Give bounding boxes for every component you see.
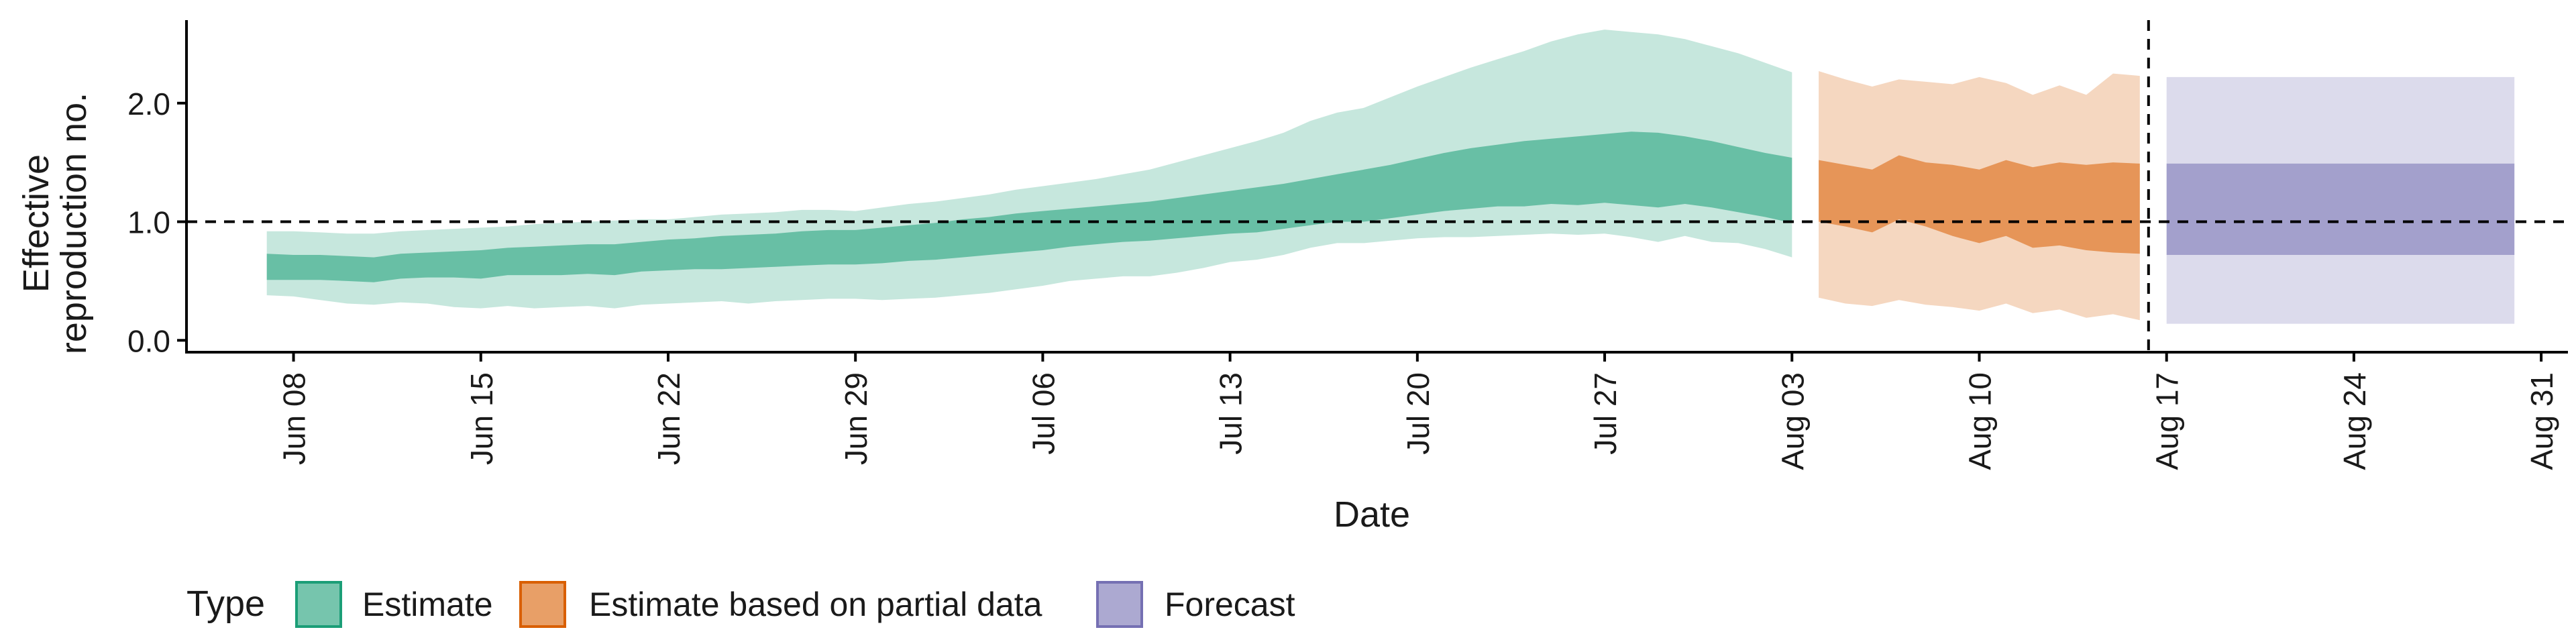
legend-label-forecast: Forecast bbox=[1165, 586, 1295, 623]
x-tick-label: Jul 27 bbox=[1588, 372, 1623, 455]
axis-ticks: 0.0 1.0 2.0 Jun 08 Jun 15 Jun 22 Jun 29 Jul 06 J… bbox=[127, 87, 2559, 470]
x-tick-label: Jul 20 bbox=[1401, 372, 1436, 455]
y-axis-title-line-1: Effective bbox=[16, 154, 56, 292]
x-tick-label: Jun 08 bbox=[277, 372, 312, 465]
legend-key-partial bbox=[519, 581, 566, 628]
x-tick-label: Jul 13 bbox=[1214, 372, 1248, 455]
legend-key-estimate bbox=[295, 581, 342, 628]
x-tick-label: Jun 22 bbox=[651, 372, 686, 465]
x-tick-label: Aug 03 bbox=[1775, 372, 1810, 470]
y-tick-label: 0.0 bbox=[127, 323, 170, 358]
band-50-forecast bbox=[2166, 163, 2515, 255]
band-90-estimate bbox=[266, 30, 1792, 309]
legend-label-partial: Estimate based on partial data bbox=[589, 586, 1042, 623]
legend: Type Estimate Estimate based on partial … bbox=[186, 581, 1295, 628]
x-tick-label: Jul 06 bbox=[1026, 372, 1061, 455]
y-axis-title: Effective reproduction no. bbox=[16, 93, 94, 354]
y-tick-label: 2.0 bbox=[127, 87, 170, 121]
x-tick-label: Jun 15 bbox=[464, 372, 499, 465]
x-tick-label: Aug 24 bbox=[2337, 372, 2372, 470]
x-tick-label: Aug 10 bbox=[1963, 372, 1998, 470]
credible-interval-bands bbox=[266, 30, 2515, 324]
y-axis-title-line-2: reproduction no. bbox=[54, 93, 94, 354]
x-axis-title: Date bbox=[1334, 494, 1410, 535]
legend-label-estimate: Estimate bbox=[362, 586, 493, 623]
x-tick-label: Aug 17 bbox=[2150, 372, 2185, 470]
axes bbox=[185, 20, 2568, 354]
band-50-estimate bbox=[266, 131, 1792, 282]
x-tick-label: Jun 29 bbox=[839, 372, 873, 465]
band-50-estimate-based-on-partial-data bbox=[1819, 155, 2140, 254]
reference-lines bbox=[186, 20, 2568, 352]
legend-title: Type bbox=[186, 584, 265, 624]
legend-key-forecast bbox=[1096, 581, 1143, 628]
x-tick-label: Aug 31 bbox=[2524, 372, 2559, 470]
y-tick-label: 1.0 bbox=[127, 205, 170, 240]
